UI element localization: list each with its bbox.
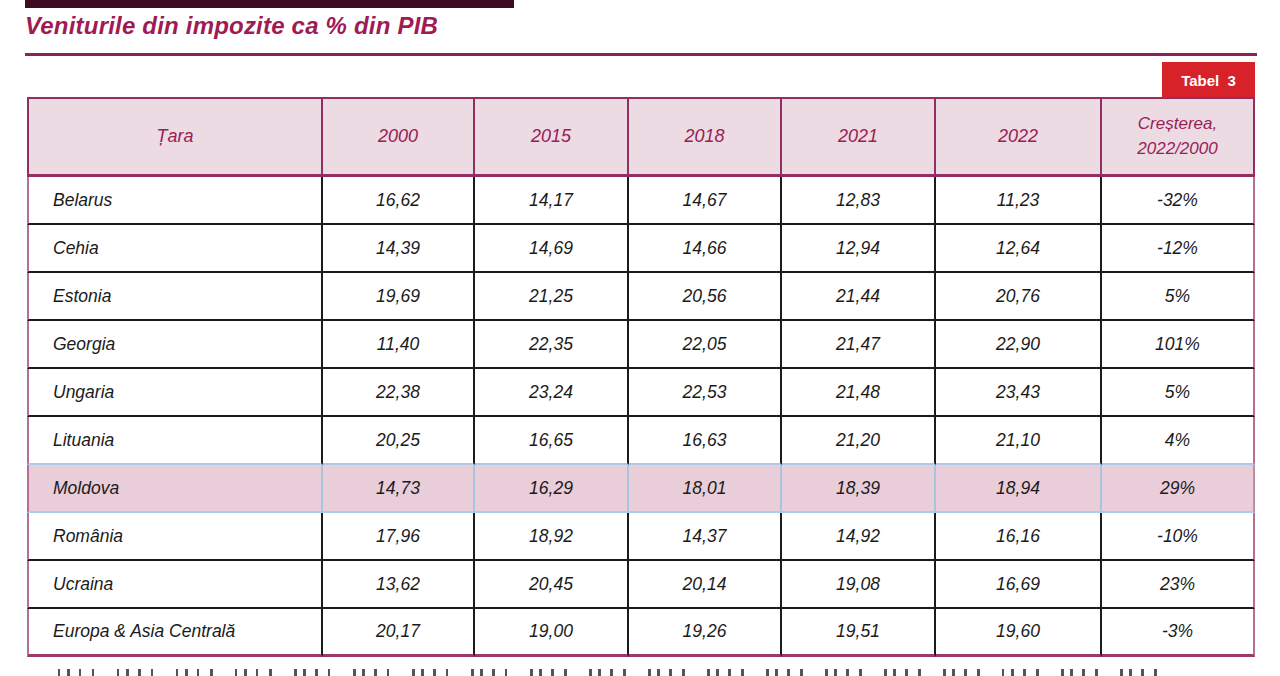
table-row: Cehia14,3914,6914,6612,9412,64-12%: [27, 225, 1255, 273]
value-cell: 14,39: [323, 225, 475, 273]
value-cell: 18,01: [629, 465, 782, 513]
column-header-growth-line1: Creșterea,: [1102, 112, 1253, 137]
country-cell: Belarus: [27, 177, 323, 225]
table-row: Moldova14,7316,2918,0118,3918,9429%: [27, 465, 1255, 513]
value-cell: 22,35: [475, 321, 629, 369]
value-cell: 14,67: [629, 177, 782, 225]
country-cell: Europa & Asia Centrală: [27, 609, 323, 657]
value-cell: 19,51: [782, 609, 936, 657]
value-cell: 16,16: [936, 513, 1102, 561]
column-header-growth-line2: 2022/2000: [1102, 137, 1253, 162]
value-cell: 21,10: [936, 417, 1102, 465]
value-cell: 11,23: [936, 177, 1102, 225]
table-row: Lituania20,2516,6516,6321,2021,104%: [27, 417, 1255, 465]
value-cell: 13,62: [323, 561, 475, 609]
cutoff-header-band: [25, 0, 514, 8]
value-cell: 23,24: [475, 369, 629, 417]
value-cell: 11,40: [323, 321, 475, 369]
value-cell: 16,63: [629, 417, 782, 465]
table-row: Estonia19,6921,2520,5621,4420,765%: [27, 273, 1255, 321]
value-cell: -32%: [1102, 177, 1255, 225]
value-cell: 12,64: [936, 225, 1102, 273]
country-cell: Ungaria: [27, 369, 323, 417]
column-header-growth: Creșterea,2022/2000: [1102, 97, 1255, 177]
value-cell: 20,76: [936, 273, 1102, 321]
column-header: 2000: [323, 97, 475, 177]
column-header: 2022: [936, 97, 1102, 177]
value-cell: 19,26: [629, 609, 782, 657]
country-cell: Lituania: [27, 417, 323, 465]
table-row: Belarus16,6214,1714,6712,8311,23-32%: [27, 177, 1255, 225]
column-header: 2018: [629, 97, 782, 177]
country-cell: România: [27, 513, 323, 561]
value-cell: 20,17: [323, 609, 475, 657]
table-number-badge: Tabel 3: [1162, 62, 1255, 98]
value-cell: -12%: [1102, 225, 1255, 273]
country-cell: Ucraina: [27, 561, 323, 609]
value-cell: 21,25: [475, 273, 629, 321]
table-row: România17,9618,9214,3714,9216,16-10%: [27, 513, 1255, 561]
value-cell: 12,83: [782, 177, 936, 225]
value-cell: 19,08: [782, 561, 936, 609]
value-cell: 16,69: [936, 561, 1102, 609]
value-cell: 14,73: [323, 465, 475, 513]
table-header-row: Țara20002015201820212022Creșterea,2022/2…: [27, 97, 1255, 177]
table-row: Ungaria22,3823,2422,5321,4823,435%: [27, 369, 1255, 417]
value-cell: 14,92: [782, 513, 936, 561]
value-cell: -10%: [1102, 513, 1255, 561]
value-cell: 14,66: [629, 225, 782, 273]
value-cell: 22,90: [936, 321, 1102, 369]
value-cell: 21,48: [782, 369, 936, 417]
value-cell: 18,94: [936, 465, 1102, 513]
value-cell: 21,20: [782, 417, 936, 465]
value-cell: 20,14: [629, 561, 782, 609]
column-header: 2021: [782, 97, 936, 177]
value-cell: 16,62: [323, 177, 475, 225]
value-cell: 23%: [1102, 561, 1255, 609]
value-cell: 21,47: [782, 321, 936, 369]
document-page: Veniturile din impozite ca % din PIB Tab…: [0, 0, 1280, 676]
value-cell: 16,29: [475, 465, 629, 513]
value-cell: 21,44: [782, 273, 936, 321]
value-cell: 29%: [1102, 465, 1255, 513]
value-cell: 17,96: [323, 513, 475, 561]
value-cell: 4%: [1102, 417, 1255, 465]
value-cell: 14,69: [475, 225, 629, 273]
page-title: Veniturile din impozite ca % din PIB: [25, 12, 438, 40]
value-cell: 19,60: [936, 609, 1102, 657]
tax-revenue-table: Țara20002015201820212022Creșterea,2022/2…: [27, 97, 1255, 657]
value-cell: 19,69: [323, 273, 475, 321]
value-cell: 20,45: [475, 561, 629, 609]
value-cell: -3%: [1102, 609, 1255, 657]
column-header: 2015: [475, 97, 629, 177]
country-cell: Georgia: [27, 321, 323, 369]
value-cell: 23,43: [936, 369, 1102, 417]
table-row: Ucraina13,6220,4520,1419,0816,6923%: [27, 561, 1255, 609]
value-cell: 18,39: [782, 465, 936, 513]
value-cell: 101%: [1102, 321, 1255, 369]
cutoff-text-fragments: [58, 669, 1178, 676]
value-cell: 16,65: [475, 417, 629, 465]
value-cell: 20,56: [629, 273, 782, 321]
table-row: Georgia11,4022,3522,0521,4722,90101%: [27, 321, 1255, 369]
value-cell: 12,94: [782, 225, 936, 273]
value-cell: 5%: [1102, 369, 1255, 417]
country-cell: Cehia: [27, 225, 323, 273]
value-cell: 22,05: [629, 321, 782, 369]
value-cell: 5%: [1102, 273, 1255, 321]
value-cell: 14,17: [475, 177, 629, 225]
value-cell: 19,00: [475, 609, 629, 657]
value-cell: 22,38: [323, 369, 475, 417]
value-cell: 20,25: [323, 417, 475, 465]
value-cell: 22,53: [629, 369, 782, 417]
country-cell: Moldova: [27, 465, 323, 513]
country-cell: Estonia: [27, 273, 323, 321]
title-underline: [25, 53, 1257, 56]
value-cell: 18,92: [475, 513, 629, 561]
value-cell: 14,37: [629, 513, 782, 561]
column-header: Țara: [27, 97, 323, 177]
table-row: Europa & Asia Centrală20,1719,0019,2619,…: [27, 609, 1255, 657]
